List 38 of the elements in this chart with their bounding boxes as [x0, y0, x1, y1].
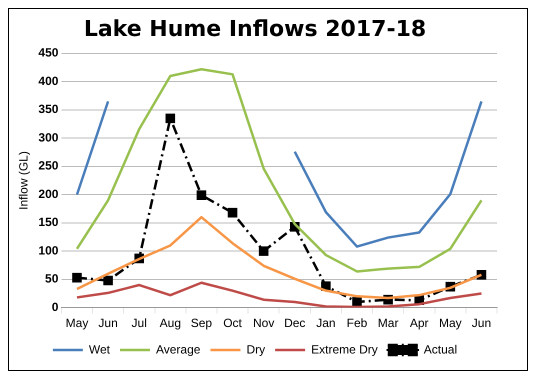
x-tick-label: Feb — [346, 316, 368, 330]
x-tick-label: Mar — [378, 316, 398, 330]
y-tick-label: 0 — [52, 300, 59, 314]
y-tick-label: 200 — [38, 186, 59, 201]
point — [103, 276, 113, 286]
x-tick-label: Jan — [316, 316, 336, 330]
point — [228, 208, 238, 218]
x-tick-label: Jun — [98, 316, 118, 330]
x-tick-label: Nov — [252, 316, 274, 330]
y-tick-label: 150 — [38, 215, 59, 230]
y-tick-label: 350 — [38, 102, 59, 116]
point — [196, 190, 206, 200]
y-tick-label: 250 — [38, 158, 59, 173]
legend-label: Dry — [246, 342, 266, 356]
y-axis-title: Inflow (GL) — [16, 151, 31, 210]
point — [166, 114, 176, 124]
legend-label: Extreme Dry — [311, 342, 378, 356]
y-tick-label: 450 — [38, 46, 59, 60]
x-tick-label: Aug — [160, 316, 181, 330]
x-tick-label: Sep — [190, 316, 212, 330]
legend-label: Actual — [424, 342, 458, 356]
x-tick-label: Dec — [284, 316, 306, 330]
y-tick-label: 100 — [38, 243, 59, 258]
x-tick-label: May — [438, 316, 462, 330]
x-tick-label: Apr — [410, 316, 429, 330]
point — [352, 297, 362, 307]
legend-label: Wet — [88, 342, 111, 356]
x-tick-label: Oct — [223, 316, 243, 330]
x-tick-label: May — [66, 316, 88, 330]
point — [72, 272, 82, 282]
point — [258, 246, 268, 256]
x-tick-label: Jul — [132, 316, 147, 330]
legend-label: Average — [156, 342, 201, 356]
y-tick-label: 300 — [38, 130, 59, 144]
x-tick-label: Jun — [472, 316, 492, 330]
chart-title: Lake Hume Inflows 2017-18 — [84, 16, 426, 42]
y-tick-label: 50 — [45, 272, 59, 286]
y-tick-label: 400 — [38, 74, 59, 88]
